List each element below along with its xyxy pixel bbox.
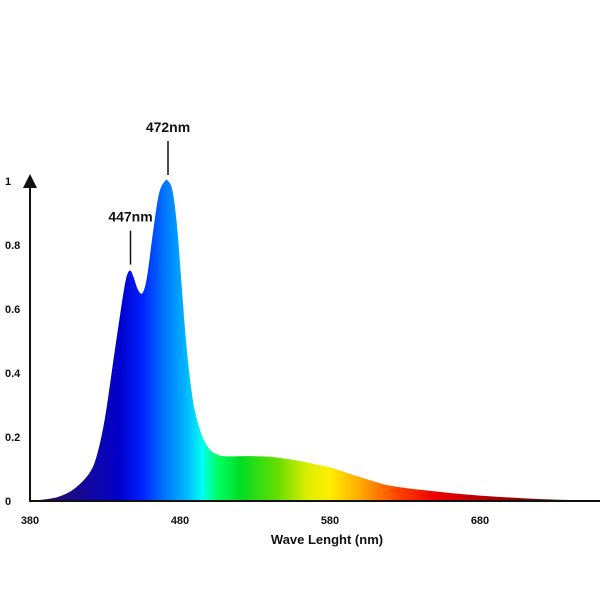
peak-annotations: 447nm 472nm	[108, 119, 190, 265]
y-tick-label: 1	[5, 176, 11, 188]
spectrum-area	[30, 179, 600, 502]
y-tick-labels: 0 0.2 0.4 0.6 0.8 1	[5, 176, 21, 508]
x-tick-label: 580	[321, 515, 339, 527]
y-tick-label: 0.4	[5, 368, 21, 380]
peak-label: 447nm	[108, 209, 152, 225]
y-tick-label: 0.2	[5, 432, 20, 444]
x-tick-label: 680	[471, 515, 489, 527]
y-tick-label: 0	[5, 496, 11, 508]
x-axis-label: Wave Lenght (nm)	[271, 532, 383, 547]
y-tick-label: 0.8	[5, 240, 20, 252]
x-tick-label: 380	[21, 515, 39, 527]
x-tick-labels: 380 480 580 680	[21, 515, 489, 527]
y-axis-arrow-icon	[23, 174, 37, 188]
y-tick-label: 0.6	[5, 304, 20, 316]
x-tick-label: 480	[171, 515, 189, 527]
peak-label: 472nm	[146, 119, 190, 135]
